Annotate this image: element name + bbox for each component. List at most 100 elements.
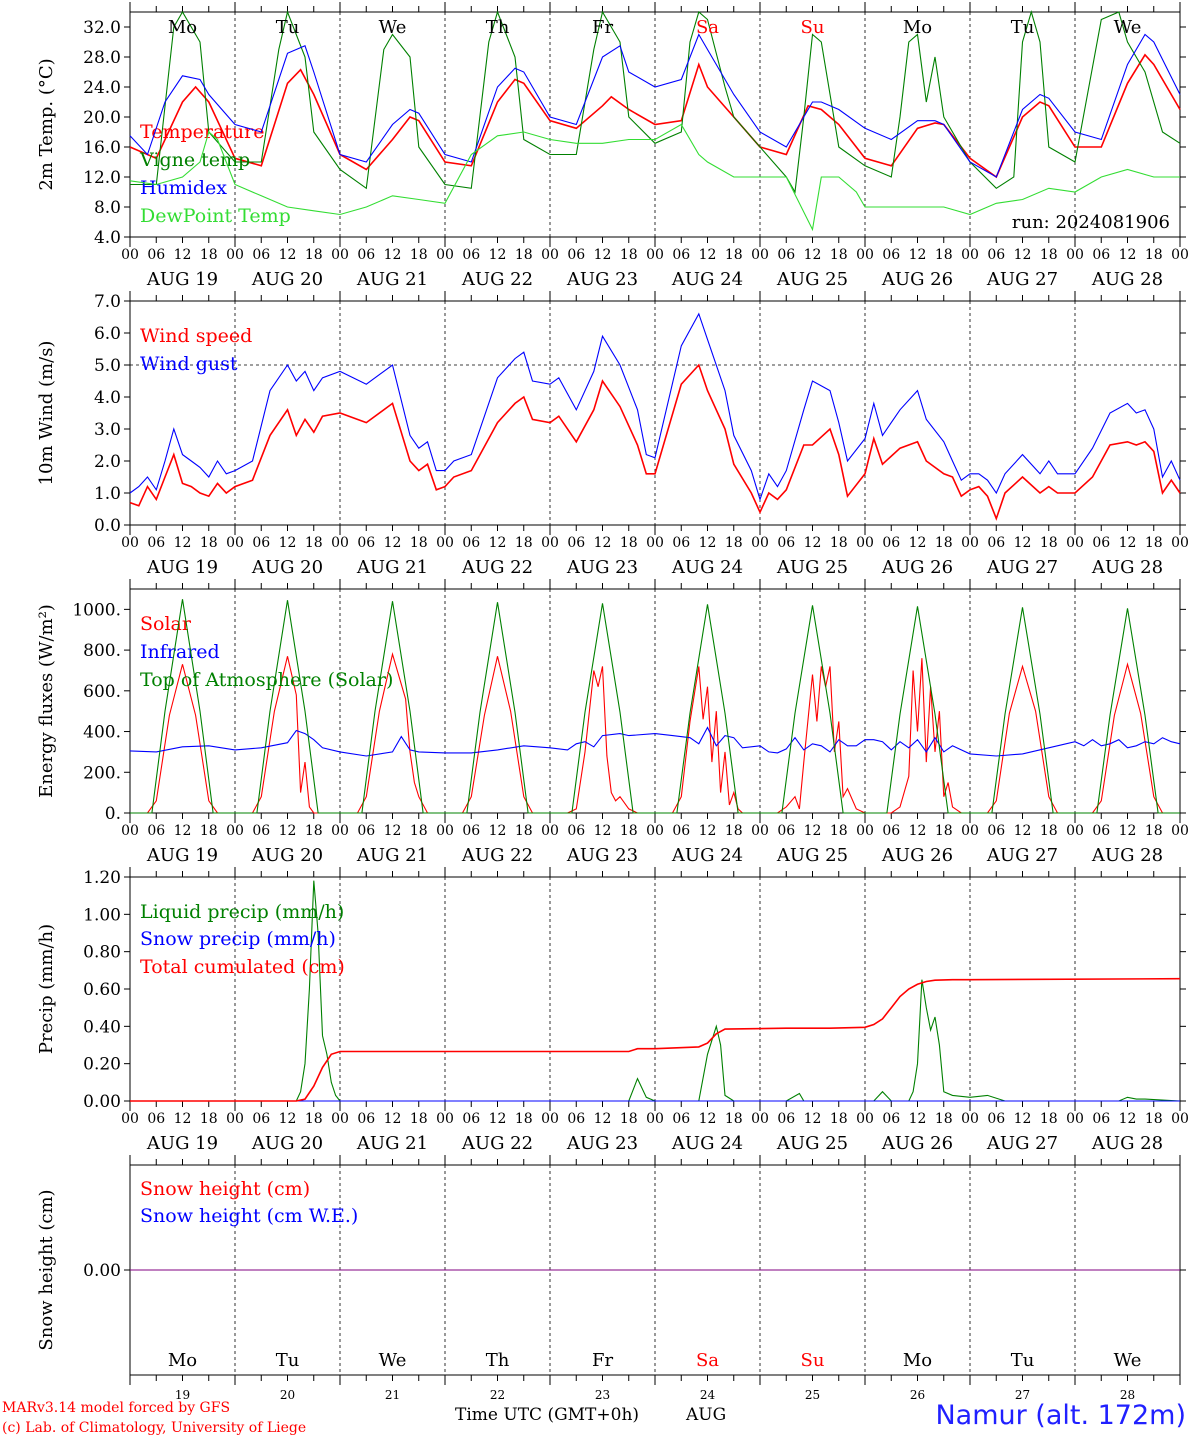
series-line-wind-speed [129, 363, 1181, 521]
hour-label: 18 [410, 247, 428, 263]
legend-entry: Liquid precip (mm/h) [140, 901, 344, 923]
weekday-label-top: Sa [696, 17, 719, 38]
hour-label: 00 [961, 823, 979, 839]
hour-label: 12 [1014, 535, 1032, 551]
hour-label: 12 [909, 1111, 927, 1127]
hour-label: 12 [594, 1111, 612, 1127]
hour-label: 06 [462, 823, 480, 839]
series-line-humidex [129, 33, 1181, 178]
panel-frame [129, 588, 1181, 814]
date-label: AUG 26 [881, 845, 953, 866]
date-label: AUG 28 [1091, 845, 1163, 866]
hour-label: 00 [856, 247, 874, 263]
hour-label: 12 [909, 823, 927, 839]
y-tick-label: 0.00 [83, 1092, 121, 1112]
y-axis-label: 2m Temp. (°C) [36, 58, 57, 190]
hour-label: 00 [1066, 1111, 1084, 1127]
y-tick-label: 12.0 [83, 168, 121, 188]
hour-label: 18 [935, 823, 953, 839]
hour-label: 00 [646, 535, 664, 551]
y-axis-label: 10m Wind (m/s) [36, 341, 57, 486]
date-label: AUG 22 [461, 845, 533, 866]
hour-label: 18 [410, 535, 428, 551]
date-label: AUG 20 [251, 557, 323, 578]
hour-label: 12 [279, 535, 297, 551]
hour-label: 00 [541, 535, 559, 551]
hour-label: 12 [384, 823, 402, 839]
weekday-label-top: We [1114, 17, 1142, 38]
hour-label: 18 [725, 247, 743, 263]
date-label: AUG 25 [776, 557, 848, 578]
date-label: AUG 24 [671, 557, 743, 578]
hour-label: 06 [987, 823, 1005, 839]
hour-label: 18 [830, 1111, 848, 1127]
hour-label: 18 [1040, 823, 1058, 839]
hour-label: 12 [174, 1111, 192, 1127]
hour-label: 06 [147, 535, 165, 551]
weekday-label-top: Su [801, 17, 825, 38]
hour-label: 12 [1119, 1111, 1137, 1127]
weekday-label-bottom: Th [486, 1350, 510, 1371]
date-label: AUG 28 [1091, 557, 1163, 578]
date-label: AUG 19 [146, 557, 218, 578]
run-annotation: run: 2024081906 [1012, 212, 1170, 233]
y-tick-label: 600. [83, 682, 121, 702]
hour-label: 18 [830, 823, 848, 839]
panel-3: 0. 200. 400. 600. 800. 1000. Energy fluxes (W/… [36, 579, 1189, 866]
hour-label: 18 [620, 1111, 638, 1127]
series-line-top-of-atmosphere-solar- [130, 599, 1180, 814]
hour-label: 00 [751, 823, 769, 839]
model-credit: MARv3.14 model forced by GFS [2, 1400, 231, 1416]
weekday-label-top: We [379, 17, 407, 38]
y-tick-label: 20.0 [83, 108, 121, 128]
hour-label: 12 [594, 247, 612, 263]
hour-label: 18 [935, 535, 953, 551]
hour-label: 12 [804, 1111, 822, 1127]
hour-label: 00 [331, 247, 349, 263]
hour-label: 18 [830, 535, 848, 551]
date-label: AUG 27 [986, 845, 1058, 866]
hour-label: 12 [1014, 247, 1032, 263]
y-axis-label: Energy fluxes (W/m²) [36, 604, 57, 798]
hour-label: 06 [882, 1111, 900, 1127]
hour-label: 00 [541, 823, 559, 839]
hour-label: 00 [961, 535, 979, 551]
y-tick-label: 4.0 [94, 388, 121, 408]
day-number-label: 26 [910, 1388, 925, 1402]
weekday-label-bottom: We [1114, 1350, 1142, 1371]
hour-label: 00 [331, 823, 349, 839]
lab-credit: (c) Lab. of Climatology, University of L… [2, 1420, 307, 1436]
hour-label: 00 [1171, 1111, 1189, 1127]
hour-label: 18 [305, 247, 323, 263]
y-tick-label: 1.00 [83, 905, 121, 925]
hour-label: 06 [567, 823, 585, 839]
hour-label: 06 [777, 535, 795, 551]
hour-label: 18 [200, 1111, 218, 1127]
hour-label: 12 [804, 535, 822, 551]
day-number-label: 24 [700, 1388, 716, 1402]
date-label: AUG 24 [671, 845, 743, 866]
hour-label: 18 [1040, 535, 1058, 551]
hour-label: 12 [1119, 823, 1137, 839]
hour-label: 18 [515, 247, 533, 263]
legend-entry: Wind speed [140, 325, 252, 347]
series-line-dewpoint-temp [129, 123, 1180, 232]
hour-label: 00 [646, 247, 664, 263]
hour-label: 12 [384, 247, 402, 263]
hour-label: 00 [226, 535, 244, 551]
date-label: AUG 27 [986, 1133, 1058, 1154]
hour-label: 06 [672, 823, 690, 839]
hour-label: 00 [1066, 823, 1084, 839]
y-tick-label: 16.0 [83, 138, 121, 158]
legend-entry: Solar [140, 613, 192, 635]
day-number-label: 20 [280, 1388, 295, 1402]
y-tick-label: 0.60 [83, 980, 121, 1000]
day-number-label: 28 [1120, 1388, 1135, 1402]
hour-label: 18 [410, 823, 428, 839]
hour-label: 00 [856, 535, 874, 551]
hour-label: 00 [226, 823, 244, 839]
day-number-label: 22 [490, 1388, 505, 1402]
hour-label: 00 [436, 247, 454, 263]
legend-entry: Snow precip (mm/h) [140, 928, 336, 950]
y-tick-label: 1.0 [94, 484, 121, 504]
